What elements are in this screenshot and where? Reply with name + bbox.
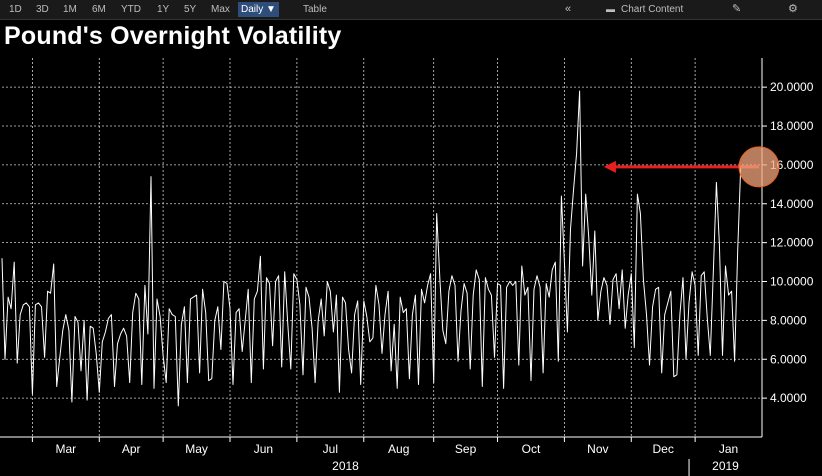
range-ytd-button[interactable]: YTD [121, 4, 141, 15]
x-tick-label: Dec [653, 442, 674, 456]
y-tick-label: 20.0000 [770, 80, 814, 94]
collapse-icon[interactable]: « [565, 3, 572, 15]
volatility-series-line [1, 90, 742, 407]
year-label: 2019 [712, 459, 739, 473]
range-max-button[interactable]: Max [211, 4, 230, 15]
x-tick-label: Nov [587, 442, 608, 456]
range-3d-button[interactable]: 3D [36, 4, 49, 15]
y-tick-label: 16.0000 [770, 158, 814, 172]
highlight-arrow-head [603, 160, 616, 173]
year-label: 2018 [332, 459, 359, 473]
y-tick-label: 14.0000 [770, 197, 814, 211]
x-tick-label: May [185, 442, 208, 456]
x-tick-label: Aug [388, 442, 409, 456]
range-1m-button[interactable]: 1M [63, 4, 77, 15]
x-tick-label: Apr [122, 442, 141, 456]
menu-icon[interactable]: ▬ [606, 4, 615, 14]
edit-icon[interactable]: ✎ [732, 3, 742, 15]
y-tick-label: 8.0000 [770, 313, 807, 327]
x-tick-label: Jan [719, 442, 738, 456]
settings-icon[interactable]: ⚙ [788, 3, 798, 15]
x-tick-label: Sep [455, 442, 477, 456]
table-button[interactable]: Table [303, 4, 327, 15]
x-tick-label: Jul [323, 442, 338, 456]
range-6m-button[interactable]: 6M [92, 4, 106, 15]
y-tick-label: 12.0000 [770, 236, 814, 250]
y-tick-label: 4.0000 [770, 391, 807, 405]
interval-dropdown[interactable]: Daily ▼ [238, 2, 279, 17]
x-tick-label: Jun [254, 442, 273, 456]
chart-title: Pound's Overnight Volatility [4, 22, 342, 50]
highlight-circle [738, 146, 780, 188]
range-5y-button[interactable]: 5Y [184, 4, 197, 15]
chart-toolbar: 1D 3D 1M 6M YTD 1Y 5Y Max Daily ▼ Table … [0, 0, 822, 20]
x-tick-label: Mar [56, 442, 77, 456]
y-tick-label: 6.0000 [770, 352, 807, 366]
chart-content-button[interactable]: Chart Content [621, 4, 684, 15]
y-tick-label: 18.0000 [770, 119, 814, 133]
y-tick-label: 10.0000 [770, 275, 814, 289]
x-tick-label: Oct [522, 442, 541, 456]
range-1d-button[interactable]: 1D [9, 4, 22, 15]
range-1y-button[interactable]: 1Y [157, 4, 170, 15]
